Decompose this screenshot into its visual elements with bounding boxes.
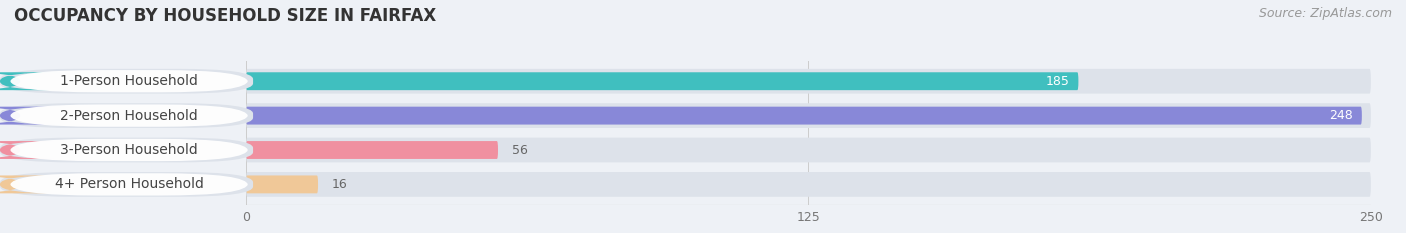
FancyBboxPatch shape (0, 138, 253, 162)
FancyBboxPatch shape (246, 107, 1362, 125)
Text: 185: 185 (1046, 75, 1070, 88)
Text: 56: 56 (512, 144, 527, 157)
FancyBboxPatch shape (0, 103, 253, 128)
FancyBboxPatch shape (0, 175, 63, 193)
FancyBboxPatch shape (246, 69, 1371, 94)
FancyBboxPatch shape (10, 173, 247, 195)
Text: 2-Person Household: 2-Person Household (60, 109, 198, 123)
FancyBboxPatch shape (246, 141, 498, 159)
FancyBboxPatch shape (246, 172, 1371, 197)
FancyBboxPatch shape (246, 103, 1371, 128)
FancyBboxPatch shape (10, 139, 247, 161)
FancyBboxPatch shape (0, 72, 63, 90)
Text: Source: ZipAtlas.com: Source: ZipAtlas.com (1258, 7, 1392, 20)
Text: 4+ Person Household: 4+ Person Household (55, 177, 204, 191)
Text: OCCUPANCY BY HOUSEHOLD SIZE IN FAIRFAX: OCCUPANCY BY HOUSEHOLD SIZE IN FAIRFAX (14, 7, 436, 25)
FancyBboxPatch shape (246, 138, 1371, 162)
Text: 16: 16 (332, 178, 347, 191)
Text: 3-Person Household: 3-Person Household (60, 143, 198, 157)
FancyBboxPatch shape (0, 107, 63, 125)
Text: 1-Person Household: 1-Person Household (60, 74, 198, 88)
FancyBboxPatch shape (0, 172, 253, 197)
FancyBboxPatch shape (0, 141, 63, 159)
FancyBboxPatch shape (0, 69, 253, 94)
FancyBboxPatch shape (10, 104, 247, 127)
FancyBboxPatch shape (246, 72, 1078, 90)
Text: 248: 248 (1329, 109, 1353, 122)
FancyBboxPatch shape (10, 70, 247, 92)
FancyBboxPatch shape (246, 175, 318, 193)
